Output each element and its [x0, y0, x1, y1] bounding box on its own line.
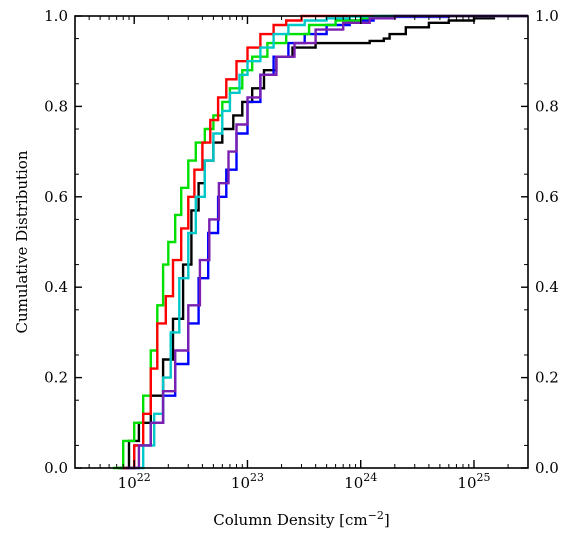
series-layer — [113, 14, 528, 470]
ticks-layer — [74, 15, 528, 469]
x-tick-label: 1024 — [344, 471, 377, 492]
y-tick-label-right: 0.2 — [535, 369, 559, 387]
y-tick-label-left: 0.4 — [44, 278, 68, 296]
x-axis-title-close: ] — [384, 511, 390, 529]
y-tick-label-left: 0.8 — [44, 97, 68, 115]
y-tick-label-left: 0.2 — [44, 369, 68, 387]
series-2-line — [113, 14, 528, 470]
series-5-line — [126, 14, 528, 470]
x-axis-title-text: Column Density [cm — [213, 511, 367, 529]
x-tick-label: 1022 — [118, 471, 151, 492]
x-tick-label: 1023 — [231, 471, 264, 492]
y-tick-label-left: 1.0 — [44, 7, 68, 25]
y-tick-label-left: 0.6 — [44, 188, 68, 206]
series-4-line — [129, 14, 528, 470]
labels-layer: 0.0 0.0 0.2 0.2 0.4 0.4 0.6 0.6 0.8 0.8 1.0 1.0 1022… — [44, 7, 559, 492]
y-tick-label-right: 0.4 — [535, 278, 559, 296]
y-tick-label-left: 0.0 — [44, 459, 68, 477]
y-tick-label-right: 0.8 — [535, 97, 559, 115]
series-0-line — [118, 14, 528, 470]
x-axis-title-exponent: −2 — [368, 509, 384, 522]
y-tick-label-right: 1.0 — [535, 7, 559, 25]
y-tick-label-right: 0.0 — [535, 459, 559, 477]
x-tick-label: 1025 — [457, 471, 490, 492]
y-tick-label-right: 0.6 — [535, 188, 559, 206]
series-3-line — [123, 14, 528, 470]
y-axis-title: Cumulative Distribution — [13, 150, 31, 333]
x-axis-title: Column Density [cm−2] — [213, 509, 390, 529]
